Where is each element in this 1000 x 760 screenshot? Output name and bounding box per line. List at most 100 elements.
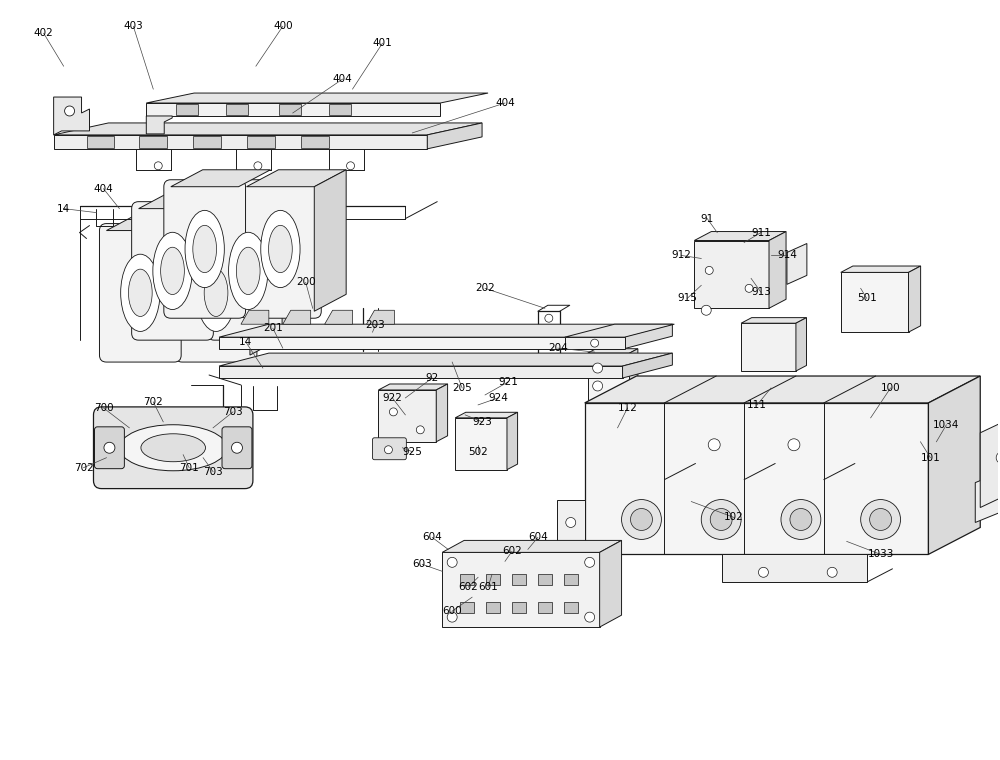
Text: 200: 200 xyxy=(296,277,316,287)
Polygon shape xyxy=(219,337,623,349)
Polygon shape xyxy=(980,415,1000,508)
Circle shape xyxy=(545,314,553,322)
Text: 922: 922 xyxy=(382,393,402,403)
FancyBboxPatch shape xyxy=(240,179,321,318)
Circle shape xyxy=(416,426,424,434)
Polygon shape xyxy=(427,123,482,149)
Polygon shape xyxy=(378,390,436,442)
Text: 202: 202 xyxy=(475,283,495,293)
Polygon shape xyxy=(623,325,672,349)
Text: 703: 703 xyxy=(203,467,223,477)
Polygon shape xyxy=(455,412,518,418)
Bar xyxy=(301,136,329,148)
Bar xyxy=(538,575,552,585)
Polygon shape xyxy=(694,232,786,240)
Bar xyxy=(247,136,275,148)
Text: 91: 91 xyxy=(701,214,714,223)
Text: 111: 111 xyxy=(747,400,767,410)
Ellipse shape xyxy=(128,269,152,316)
Text: 404: 404 xyxy=(495,98,515,108)
Polygon shape xyxy=(600,540,622,627)
Text: 701: 701 xyxy=(179,463,199,473)
Ellipse shape xyxy=(193,225,217,273)
Polygon shape xyxy=(436,384,448,442)
Polygon shape xyxy=(909,266,921,332)
Text: 921: 921 xyxy=(498,377,518,387)
Circle shape xyxy=(154,162,162,169)
Ellipse shape xyxy=(153,233,192,309)
Polygon shape xyxy=(146,93,488,103)
Circle shape xyxy=(781,499,821,540)
Polygon shape xyxy=(841,272,909,332)
Polygon shape xyxy=(722,554,867,582)
Polygon shape xyxy=(623,353,672,378)
Text: 102: 102 xyxy=(724,512,744,522)
Polygon shape xyxy=(314,169,346,312)
Polygon shape xyxy=(928,376,980,554)
Polygon shape xyxy=(565,337,625,349)
FancyBboxPatch shape xyxy=(175,223,257,362)
Polygon shape xyxy=(54,97,90,135)
Polygon shape xyxy=(282,192,314,333)
Circle shape xyxy=(708,439,720,451)
Text: 203: 203 xyxy=(366,320,385,330)
Text: 925: 925 xyxy=(402,447,422,457)
FancyBboxPatch shape xyxy=(99,223,181,362)
Polygon shape xyxy=(507,412,518,470)
Bar xyxy=(193,136,221,148)
Text: 502: 502 xyxy=(468,447,488,457)
Bar xyxy=(538,602,552,613)
Text: 911: 911 xyxy=(751,227,771,238)
Ellipse shape xyxy=(269,225,292,273)
Circle shape xyxy=(593,363,603,373)
Polygon shape xyxy=(219,366,623,378)
Circle shape xyxy=(447,557,457,567)
Text: 400: 400 xyxy=(273,21,293,31)
Polygon shape xyxy=(283,310,311,325)
Text: 1033: 1033 xyxy=(867,549,894,559)
Polygon shape xyxy=(741,318,807,323)
Polygon shape xyxy=(214,192,314,209)
Bar xyxy=(176,104,198,115)
Text: 112: 112 xyxy=(618,403,637,413)
Text: 201: 201 xyxy=(263,323,283,333)
Text: 401: 401 xyxy=(373,38,392,48)
Text: 101: 101 xyxy=(921,453,940,463)
Text: 700: 700 xyxy=(94,403,113,413)
Circle shape xyxy=(447,612,457,622)
Text: 602: 602 xyxy=(458,582,478,592)
Circle shape xyxy=(254,162,262,169)
Text: 204: 204 xyxy=(548,343,568,353)
Bar xyxy=(87,136,114,148)
Circle shape xyxy=(585,557,595,567)
FancyBboxPatch shape xyxy=(372,438,406,460)
Text: 912: 912 xyxy=(671,251,691,261)
Text: 703: 703 xyxy=(223,407,243,417)
Circle shape xyxy=(705,267,713,274)
Polygon shape xyxy=(219,325,672,337)
Ellipse shape xyxy=(119,425,227,470)
Polygon shape xyxy=(54,135,427,149)
Circle shape xyxy=(593,381,603,391)
Circle shape xyxy=(104,442,115,453)
Circle shape xyxy=(347,162,355,169)
Bar xyxy=(564,575,578,585)
Text: 913: 913 xyxy=(751,287,771,297)
Circle shape xyxy=(622,499,661,540)
Ellipse shape xyxy=(161,247,184,295)
Circle shape xyxy=(65,106,75,116)
Bar xyxy=(279,104,301,115)
Polygon shape xyxy=(442,553,600,627)
Text: 601: 601 xyxy=(478,582,498,592)
Circle shape xyxy=(384,446,392,454)
Polygon shape xyxy=(250,214,282,355)
FancyBboxPatch shape xyxy=(222,427,252,469)
Bar xyxy=(512,602,526,613)
Polygon shape xyxy=(741,323,796,371)
Polygon shape xyxy=(694,240,769,309)
Circle shape xyxy=(389,408,397,416)
Text: 404: 404 xyxy=(94,184,113,194)
Ellipse shape xyxy=(261,211,300,287)
Text: 100: 100 xyxy=(881,383,900,393)
Polygon shape xyxy=(975,467,1000,522)
